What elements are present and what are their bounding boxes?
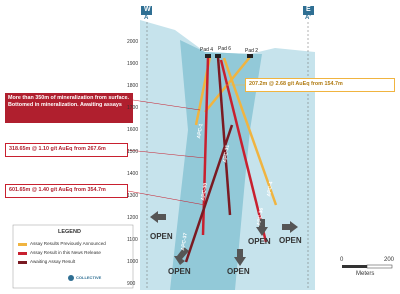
- elevation-label: 1400: [127, 171, 139, 177]
- arrow-right: [282, 221, 298, 233]
- legend-swatch: [18, 243, 27, 246]
- scale-end: 200: [384, 257, 395, 263]
- pad-marker: [215, 54, 221, 58]
- elevation-label: 1000: [127, 259, 139, 265]
- elevation-label: 1600: [127, 127, 139, 133]
- pad-label: Pad 2: [245, 48, 259, 54]
- legend-item: Assay Result in this News Release: [30, 250, 101, 255]
- elevation-label: 1200: [127, 215, 139, 221]
- arrow-left: [150, 211, 166, 223]
- pad-marker: [205, 54, 211, 58]
- legend-item: Awaiting Assay Result: [30, 259, 76, 264]
- logo-mark: [68, 275, 74, 281]
- callout-leader: [132, 99, 201, 111]
- elevation-label: 1500: [127, 149, 139, 155]
- open-label: OPEN: [279, 236, 302, 245]
- west-marker: A: [144, 15, 149, 21]
- elevation-label: 1700: [127, 105, 139, 111]
- west-box: [141, 6, 152, 15]
- open-label: OPEN: [248, 237, 271, 246]
- elevation-label: 1300: [127, 193, 139, 199]
- elevation-label: 1100: [127, 237, 138, 243]
- elevation-label: 2000: [127, 39, 139, 45]
- elevation-label: 900: [127, 281, 136, 287]
- callout-leader: [127, 149, 206, 159]
- east-box: [303, 6, 314, 15]
- arrow-down: [256, 219, 268, 236]
- arrow-down: [174, 247, 189, 265]
- pad-label: Pad 4: [200, 47, 214, 53]
- scale-bar: [342, 265, 367, 268]
- callout: More than 350m of mineralization from su…: [5, 93, 133, 123]
- open-label: OPEN: [168, 267, 191, 276]
- legend-title: LEGEND: [58, 229, 81, 235]
- hole-line: [216, 56, 232, 216]
- elevation-label: 1900: [127, 61, 139, 67]
- arrow-down: [234, 249, 246, 266]
- callout-leader: [127, 190, 206, 206]
- legend-swatch: [18, 261, 27, 264]
- open-label: OPEN: [150, 232, 173, 241]
- west-label: W: [144, 6, 151, 13]
- legend-item: Assay Results Previously Announced: [30, 241, 106, 246]
- scale-start: 0: [340, 257, 344, 263]
- callout: 318.65m @ 1.10 g/t AuEq from 267.6m: [5, 143, 128, 157]
- logo: COLLECTIVE: [76, 275, 102, 280]
- east-label: E: [306, 6, 311, 13]
- elevation-label: 1800: [127, 83, 139, 89]
- hole-line: [219, 59, 268, 243]
- scale-unit: Meters: [356, 271, 375, 277]
- legend-swatch: [18, 252, 27, 255]
- pad-label: Pad 6: [218, 46, 232, 52]
- pad-marker: [247, 54, 253, 58]
- hole-line: [184, 124, 234, 263]
- scale-bar: [366, 264, 393, 269]
- east-marker: A': [305, 15, 311, 21]
- callout: 207.2m @ 2.68 g/t AuEq from 154.7m: [245, 78, 395, 92]
- open-label: OPEN: [227, 267, 250, 276]
- callout: 601.65m @ 1.40 g/t AuEq from 354.7m: [5, 184, 128, 198]
- hole-line: [222, 57, 278, 206]
